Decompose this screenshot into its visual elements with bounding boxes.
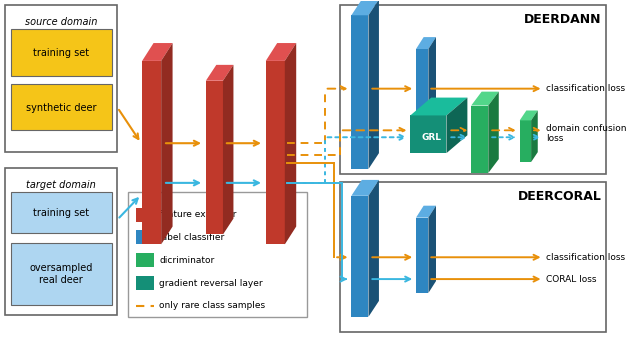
Bar	[5, 5, 117, 152]
Polygon shape	[351, 15, 369, 169]
Polygon shape	[428, 37, 436, 130]
Polygon shape	[266, 61, 285, 244]
Text: training set: training set	[33, 208, 90, 218]
Text: CORAL loss: CORAL loss	[547, 275, 597, 283]
Polygon shape	[369, 0, 379, 169]
Polygon shape	[488, 92, 499, 173]
Polygon shape	[206, 81, 223, 235]
Polygon shape	[447, 98, 467, 153]
Text: target domain: target domain	[26, 180, 96, 190]
Polygon shape	[531, 111, 538, 162]
Text: synthetic deer: synthetic deer	[26, 102, 97, 113]
Text: GRL: GRL	[421, 133, 441, 142]
Bar	[136, 253, 154, 267]
Text: DEERDANN: DEERDANN	[524, 13, 602, 26]
Text: source domain: source domain	[25, 17, 97, 27]
Polygon shape	[410, 116, 447, 153]
Polygon shape	[416, 37, 436, 49]
Text: DEERCORAL: DEERCORAL	[518, 190, 602, 203]
Text: oversampled
real deer: oversampled real deer	[29, 263, 93, 285]
Polygon shape	[416, 218, 428, 293]
Polygon shape	[416, 49, 428, 130]
Polygon shape	[285, 43, 296, 244]
Polygon shape	[142, 61, 161, 244]
Bar	[5, 168, 117, 315]
Polygon shape	[471, 105, 488, 173]
Text: label classifier: label classifier	[159, 233, 225, 242]
Bar	[128, 192, 307, 317]
Text: gradient reversal layer: gradient reversal layer	[159, 279, 263, 287]
Polygon shape	[351, 180, 379, 196]
Bar	[11, 84, 112, 130]
Polygon shape	[351, 196, 369, 317]
Bar	[11, 29, 112, 76]
Text: classification loss: classification loss	[547, 84, 625, 93]
Polygon shape	[142, 43, 173, 61]
Bar	[136, 231, 154, 244]
Bar	[11, 243, 112, 305]
Text: feature extractor: feature extractor	[159, 210, 237, 219]
Polygon shape	[369, 180, 379, 317]
Polygon shape	[471, 92, 499, 105]
Bar	[136, 208, 154, 221]
Polygon shape	[223, 65, 234, 235]
Polygon shape	[410, 98, 467, 116]
Polygon shape	[428, 206, 436, 293]
Bar	[340, 5, 606, 174]
Polygon shape	[266, 43, 296, 61]
Polygon shape	[520, 120, 531, 162]
Polygon shape	[161, 43, 173, 244]
Text: classification loss: classification loss	[547, 253, 625, 262]
Polygon shape	[206, 65, 234, 81]
Text: only rare class samples: only rare class samples	[159, 301, 266, 310]
Polygon shape	[416, 206, 436, 218]
Text: dicriminator: dicriminator	[159, 256, 214, 265]
Text: training set: training set	[33, 48, 90, 58]
Bar	[136, 276, 154, 290]
Text: domain confusion
loss: domain confusion loss	[547, 124, 627, 143]
Polygon shape	[351, 0, 379, 15]
Polygon shape	[520, 111, 538, 120]
Bar	[11, 192, 112, 234]
Bar	[340, 182, 606, 332]
